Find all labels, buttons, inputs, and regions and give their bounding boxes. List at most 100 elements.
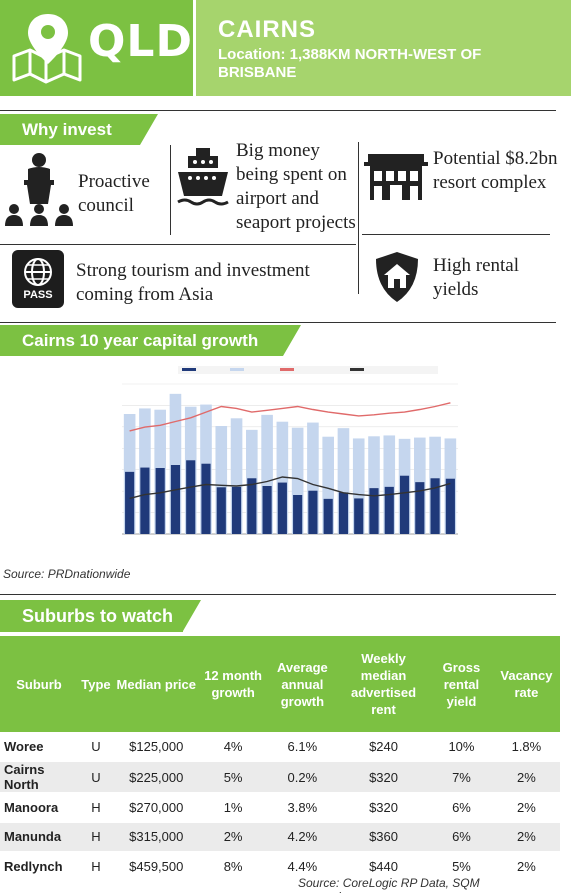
chart-bar-sales [170, 465, 181, 534]
chart-bar-sales [354, 498, 364, 534]
cell-median-price: $125,000 [129, 739, 184, 754]
column-header: 12 month growth [204, 668, 262, 700]
cell-suburb: Manunda [4, 829, 62, 845]
chart-bar-sales [247, 478, 257, 534]
cell-rent: $240 [369, 739, 398, 754]
cell-suburb: Cairns North [4, 762, 45, 792]
why-item-resort: Potential $8.2bn resort complex [433, 148, 558, 193]
chart-bar-listings [368, 436, 380, 534]
table-row: Redlynch H $459,500 8% 4.4% $440 5% 2% [0, 852, 560, 881]
chart-bar-listings [307, 422, 319, 534]
cell-yield: 7% [452, 769, 471, 785]
passport-icon: PASS [12, 250, 64, 308]
cell-type: H [91, 799, 101, 815]
chart-bar-sales [125, 471, 135, 534]
column-header: Average annual growth [276, 659, 328, 709]
chart-bar-listings [276, 421, 289, 534]
state-panel: QLD [0, 0, 193, 96]
why-item-airport-text: Big money being spent on airport and sea… [236, 140, 356, 233]
why-item-rental: High rental yields [433, 255, 520, 300]
cell-rent: $360 [369, 829, 398, 845]
city-panel: CAIRNS Location: 1,388KM NORTH-WEST OF B… [196, 0, 571, 96]
cell-vacancy: 2% [517, 858, 536, 874]
cell-yield: 6% [452, 799, 471, 815]
cell-rent: $320 [369, 799, 398, 815]
divider [358, 142, 359, 294]
chart-bar-sales [262, 486, 272, 534]
cell-suburb: Manoora [4, 799, 59, 815]
cell-vacancy: 2% [517, 769, 536, 785]
chart-line-series-2 [129, 476, 451, 500]
cell-yield: 6% [452, 829, 471, 845]
legend-swatch-4 [350, 368, 364, 371]
chart-bar-sales [369, 488, 379, 534]
chart-bar-listings [230, 418, 243, 534]
cell-vacancy: 2% [517, 799, 536, 815]
chart-bar-listings [169, 393, 182, 534]
column-header: Median price [116, 676, 196, 692]
city-location: Location: 1,388KM NORTH-WEST OF BRISBANE [218, 46, 482, 81]
column-header: Weekly median advertised rent [351, 651, 417, 717]
cell-type: H [91, 858, 101, 874]
chart-bar-sales [308, 490, 318, 534]
cell-median-price: $315,000 [129, 829, 184, 845]
why-item-tourism: Strong tourism and investment coming fro… [76, 260, 310, 305]
cell-type: U [91, 739, 101, 754]
chart-source: Source: PRDnationwide [3, 567, 131, 581]
chart-bar-listings [352, 438, 365, 534]
why-invest-banner: Why invest [0, 114, 158, 145]
cell-rent: $440 [369, 858, 398, 874]
chart-legend-bg [178, 366, 438, 374]
table-row: Manoora H $270,000 1% 3.8% $320 6% 2% [0, 793, 560, 822]
cell-suburb: Woree [4, 739, 44, 754]
suburbs-table: Suburb Type Median price 12 month growth… [0, 636, 560, 882]
cell-yield: 5% [452, 858, 471, 874]
divider [362, 234, 550, 235]
chart-bar-sales [445, 478, 455, 534]
legend-swatch-1 [182, 368, 196, 371]
divider [0, 594, 556, 595]
table-row: Cairns North U $225,000 5% 0.2% $320 7% … [0, 761, 560, 793]
chart-bar-listings [215, 426, 228, 534]
cell-annual-growth: 0.2% [287, 769, 318, 785]
cell-type: H [91, 829, 101, 845]
legend-swatch-3 [280, 368, 294, 371]
table-row: Woree U $125,000 4% 6.1% $240 10% 1.8% [0, 732, 560, 762]
chart-bar-sales [384, 486, 394, 534]
column-header: Suburb [16, 676, 62, 692]
pass-label: PASS [23, 289, 53, 301]
cell-12-month-growth: 2% [223, 829, 243, 845]
header: QLD CAIRNS Location: 1,388KM NORTH-WEST … [0, 0, 571, 96]
chart-bar-sales [155, 468, 165, 534]
chart-bar-sales [415, 482, 425, 534]
legend-swatch-2 [230, 368, 244, 371]
cell-12-month-growth: 1% [223, 799, 243, 815]
chart-bar-sales [293, 495, 303, 534]
column-header: Gross rental yield [442, 659, 481, 709]
table-source: Source: CoreLogic RP Data, SQM research.… [298, 876, 480, 893]
chart-bar-listings [337, 428, 350, 534]
map-pin-icon [12, 14, 82, 84]
chart-bar-sales [430, 478, 440, 534]
why-item-council: Proactive council [78, 171, 150, 216]
cell-type: U [91, 769, 101, 785]
capital-growth-chart [100, 362, 500, 560]
table-header-row: Suburb Type Median price 12 month growth… [0, 636, 560, 732]
cruise-ship-icon [177, 148, 229, 206]
why-item-airport: Big money being spent on airport and sea… [178, 139, 356, 235]
resort-building-icon [364, 154, 428, 200]
cell-median-price: $459,500 [129, 858, 184, 874]
suburbs-banner: Suburbs to watch [0, 600, 201, 632]
chart-bar-sales [140, 467, 150, 534]
cell-annual-growth: 4.2% [287, 829, 318, 845]
cell-annual-growth: 6.1% [287, 739, 318, 754]
chart-bar-sales [231, 486, 242, 534]
divider [0, 322, 556, 323]
chart-bar-listings [383, 435, 396, 534]
cell-12-month-growth: 4% [223, 739, 243, 754]
chart-bar-sales [323, 498, 333, 534]
cell-annual-growth: 4.4% [287, 858, 318, 874]
cell-12-month-growth: 5% [223, 769, 243, 785]
speaker-podium-icon [5, 153, 73, 226]
chart-bar-sales [201, 463, 211, 534]
